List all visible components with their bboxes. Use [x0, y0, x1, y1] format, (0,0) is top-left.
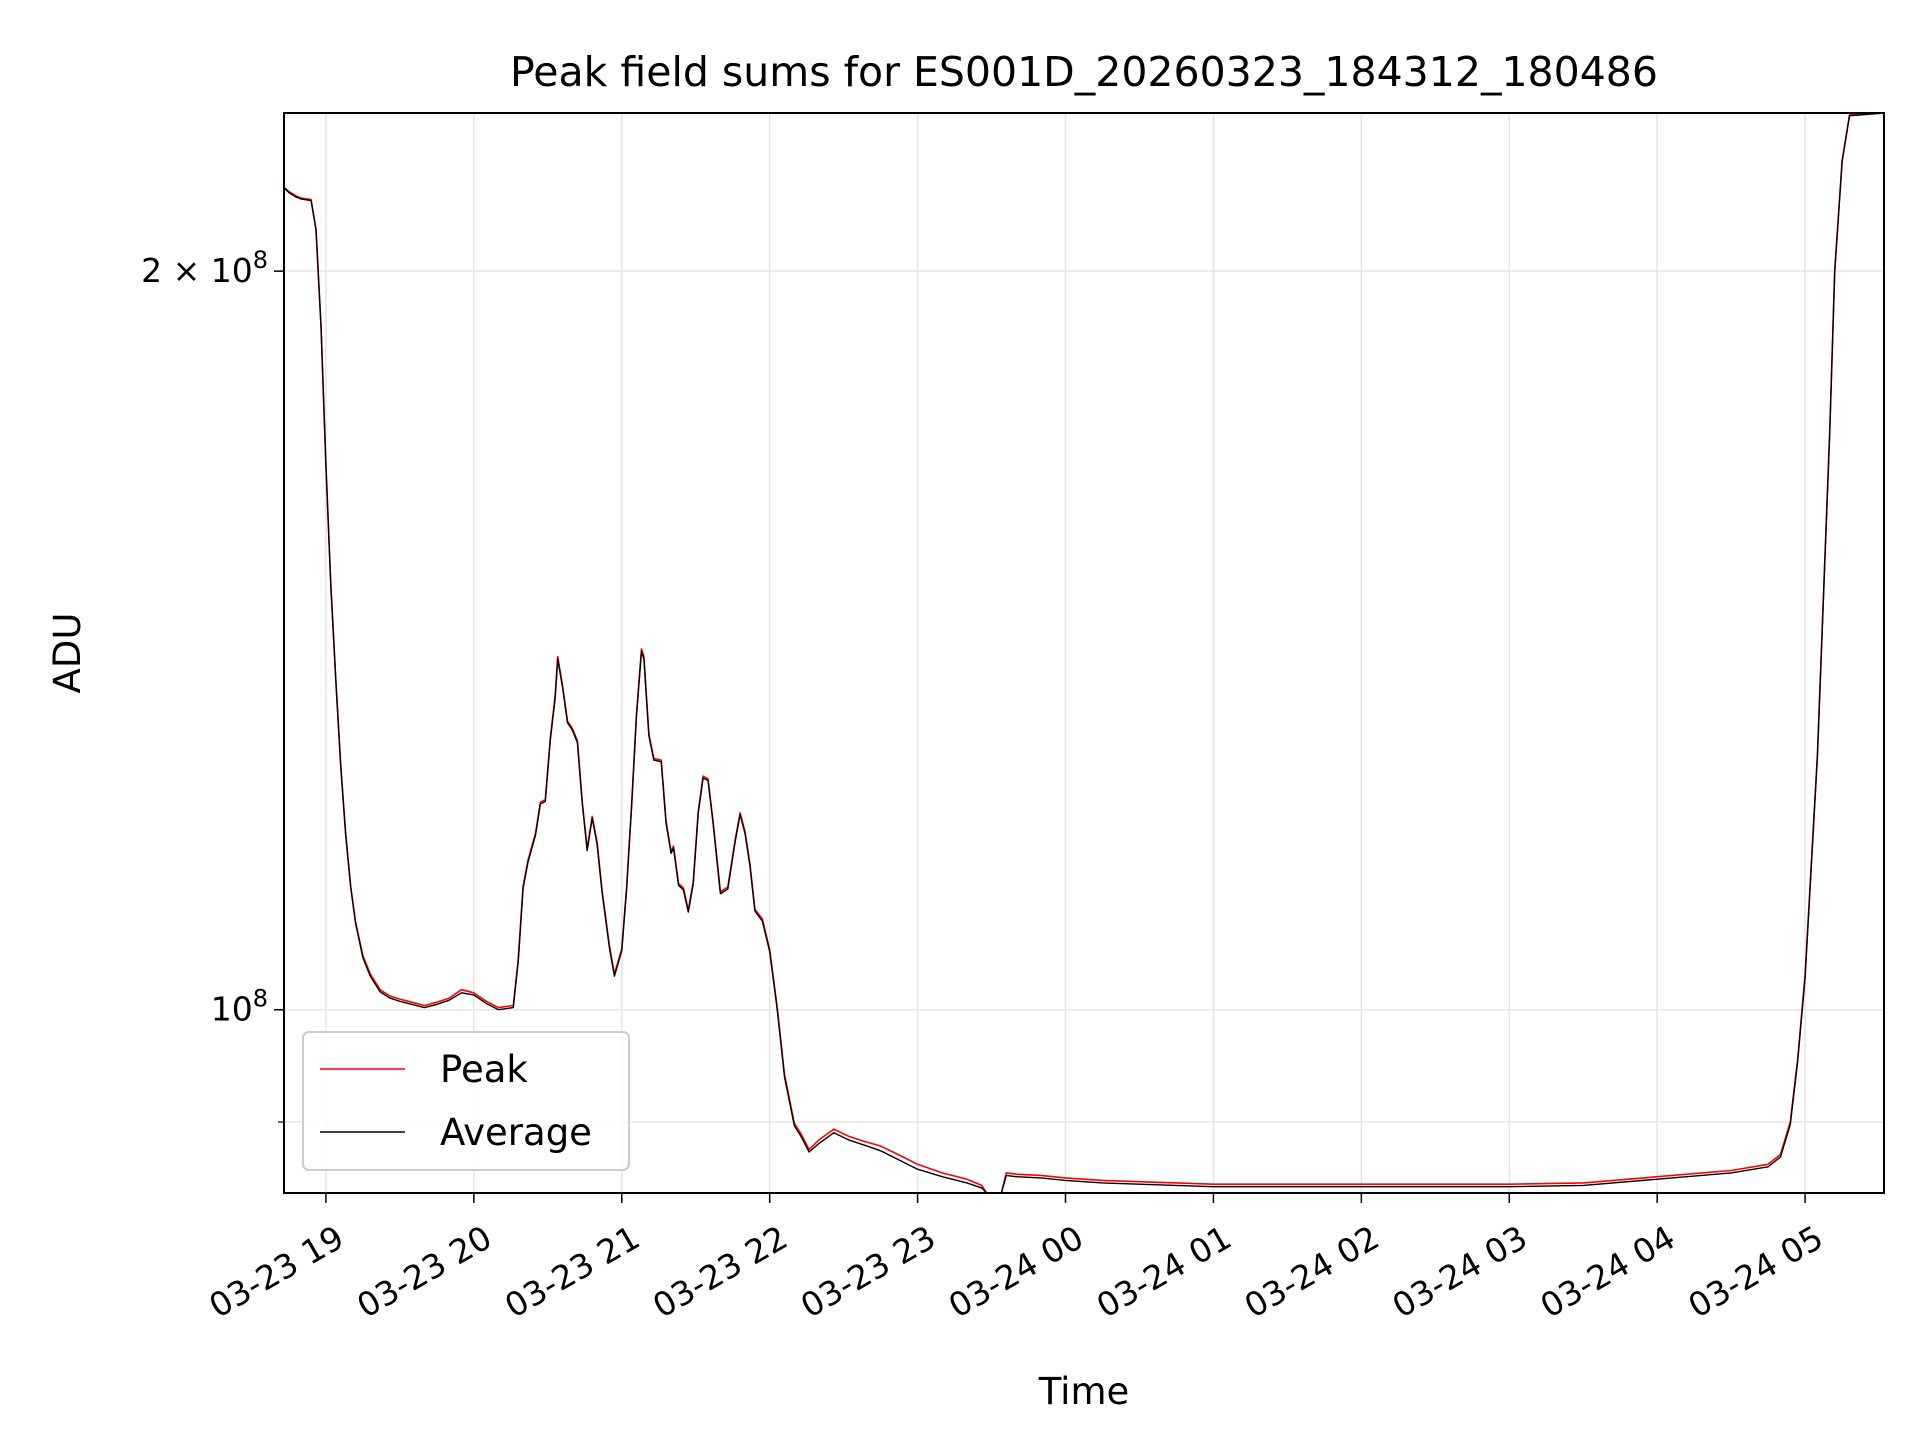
grid-layer — [284, 113, 1884, 1193]
plot-frame — [283, 112, 1885, 1194]
legend-average-label: Average — [440, 1111, 592, 1154]
series-layer — [284, 113, 1884, 1193]
y-ticks-layer: 108 2 × 108 — [141, 246, 284, 1123]
y-axis-label: ADU — [46, 613, 89, 694]
series-line-average — [284, 113, 1884, 1193]
chart-title: Peak field sums for ES001D_20260323_1843… — [510, 48, 1658, 96]
legend: Peak Average — [302, 1031, 630, 1171]
y-tick-label: 108 — [211, 985, 268, 1029]
legend-peak-label: Peak — [440, 1048, 528, 1091]
x-axis-label: Time — [1038, 1370, 1130, 1413]
legend-box — [302, 1031, 630, 1171]
y-tick-label: 2 × 108 — [141, 246, 268, 290]
